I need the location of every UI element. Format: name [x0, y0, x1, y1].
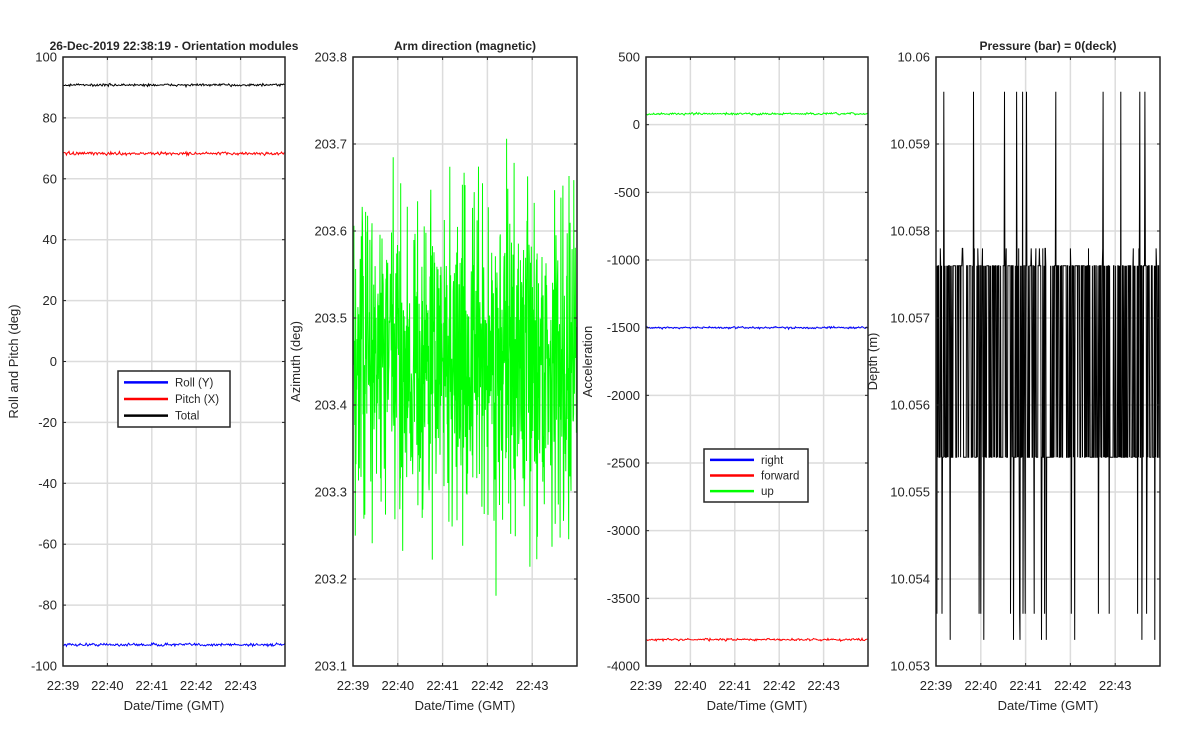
y-tick-label: -80 [38, 598, 57, 613]
y-tick-label: 10.057 [890, 311, 930, 326]
x-axis-label: Date/Time (GMT) [998, 698, 1099, 713]
x-tick-label: 22:41 [426, 678, 459, 693]
x-tick-label: 22:43 [224, 678, 257, 693]
chart-2: 203.1 203.2 203.3 203.4 203.5 203.6 203.7 203.8… [288, 39, 578, 713]
axes-box [935, 56, 1161, 667]
chart-title: Pressure (bar) = 0(deck) [979, 39, 1116, 53]
x-tick-label: 22:41 [719, 678, 752, 693]
series-line-total [62, 82, 286, 89]
y-tick-label: -3000 [607, 523, 640, 538]
y-tick-label: 10.06 [897, 50, 930, 65]
series-line-pitch-x- [62, 150, 286, 158]
x-tick-label: 22:39 [920, 678, 953, 693]
x-tick-label: 22:40 [674, 678, 707, 693]
y-tick-label: 10.053 [890, 659, 930, 674]
x-tick-label: 22:42 [1054, 678, 1087, 693]
legend-label: forward [761, 471, 799, 483]
x-tick-label: 22:42 [471, 678, 504, 693]
legend-label: Pitch (X) [175, 394, 219, 406]
x-axis-label: Date/Time (GMT) [124, 698, 225, 713]
y-tick-label: 10.056 [890, 398, 930, 413]
y-tick-label: -1500 [607, 320, 640, 335]
y-tick-label: -100 [31, 659, 57, 674]
y-tick-label: -4000 [607, 659, 640, 674]
legend-label: Total [175, 411, 199, 423]
series-line-data [352, 138, 578, 596]
series-line-data [935, 91, 1160, 640]
legend-label: right [761, 455, 784, 467]
y-tick-label: 0 [633, 117, 640, 132]
y-tick-label: 500 [618, 50, 640, 65]
x-axis-label: Date/Time (GMT) [707, 698, 808, 713]
x-tick-label: 22:40 [382, 678, 415, 693]
y-tick-label: 10.054 [890, 572, 930, 587]
plot-area [646, 57, 868, 666]
y-tick-label: -3500 [607, 591, 640, 606]
chart-1: -100 -80 -60 -40 -20 0 20 40 60 80 100 22:39 22:40 22… [6, 39, 299, 713]
y-tick-label: 203.4 [314, 398, 347, 413]
y-axis-label: Acceleration [580, 326, 595, 398]
y-tick-label: -2000 [607, 388, 640, 403]
y-tick-label: 80 [43, 110, 57, 125]
x-tick-label: 22:39 [630, 678, 663, 693]
x-tick-label: 22:39 [47, 678, 80, 693]
y-tick-label: 10.058 [890, 224, 930, 239]
y-tick-label: -20 [38, 415, 57, 430]
series-line-up [645, 111, 869, 116]
y-tick-label: 10.055 [890, 485, 930, 500]
x-axis-label: Date/Time (GMT) [415, 698, 516, 713]
y-tick-label: 40 [43, 232, 57, 247]
x-tick-label: 22:43 [1099, 678, 1132, 693]
x-tick-label: 22:42 [180, 678, 213, 693]
y-tick-label: -1000 [607, 253, 640, 268]
y-tick-label: 203.1 [314, 659, 347, 674]
chart-4: 10.053 10.054 10.055 10.056 10.057 10.058 10.0… [865, 39, 1161, 713]
series-line-roll-y- [62, 641, 286, 648]
chart-title: Arm direction (magnetic) [394, 39, 536, 53]
x-tick-label: 22:40 [965, 678, 998, 693]
y-tick-label: 203.8 [314, 50, 347, 65]
x-tick-label: 22:40 [91, 678, 124, 693]
y-tick-label: 60 [43, 171, 57, 186]
y-tick-label: 203.3 [314, 485, 347, 500]
chart-3: -4000 -3500 -3000 -2500 -2000 -1500 -1000 -500 0… [580, 50, 869, 713]
y-tick-label: 203.7 [314, 137, 347, 152]
x-tick-label: 22:39 [337, 678, 370, 693]
series-line-forward [645, 637, 868, 643]
y-axis-label: Depth (m) [865, 333, 880, 391]
y-tick-label: 100 [35, 50, 57, 65]
chart-title: 26-Dec-2019 22:38:19 - Orientation modul… [50, 39, 299, 53]
x-tick-label: 22:42 [763, 678, 796, 693]
axes-box [645, 56, 869, 667]
legend-label: up [761, 486, 774, 498]
y-tick-label: 203.6 [314, 224, 347, 239]
y-tick-label: -60 [38, 537, 57, 552]
y-tick-label: -500 [614, 185, 640, 200]
y-tick-label: -2500 [607, 456, 640, 471]
x-tick-label: 22:41 [136, 678, 169, 693]
y-tick-label: 203.2 [314, 572, 347, 587]
y-tick-label: 203.5 [314, 311, 347, 326]
y-axis-label: Azimuth (deg) [288, 321, 303, 402]
legend-label: Roll (Y) [175, 377, 214, 389]
y-tick-label: 10.059 [890, 137, 930, 152]
x-tick-label: 22:43 [516, 678, 549, 693]
y-tick-label: 0 [50, 354, 57, 369]
y-axis-label: Roll and Pitch (deg) [6, 304, 21, 418]
series-line-right [645, 325, 869, 331]
x-tick-label: 22:43 [807, 678, 840, 693]
axes-box [352, 56, 578, 667]
x-tick-label: 22:41 [1009, 678, 1042, 693]
y-tick-label: 20 [43, 293, 57, 308]
y-tick-label: -40 [38, 476, 57, 491]
